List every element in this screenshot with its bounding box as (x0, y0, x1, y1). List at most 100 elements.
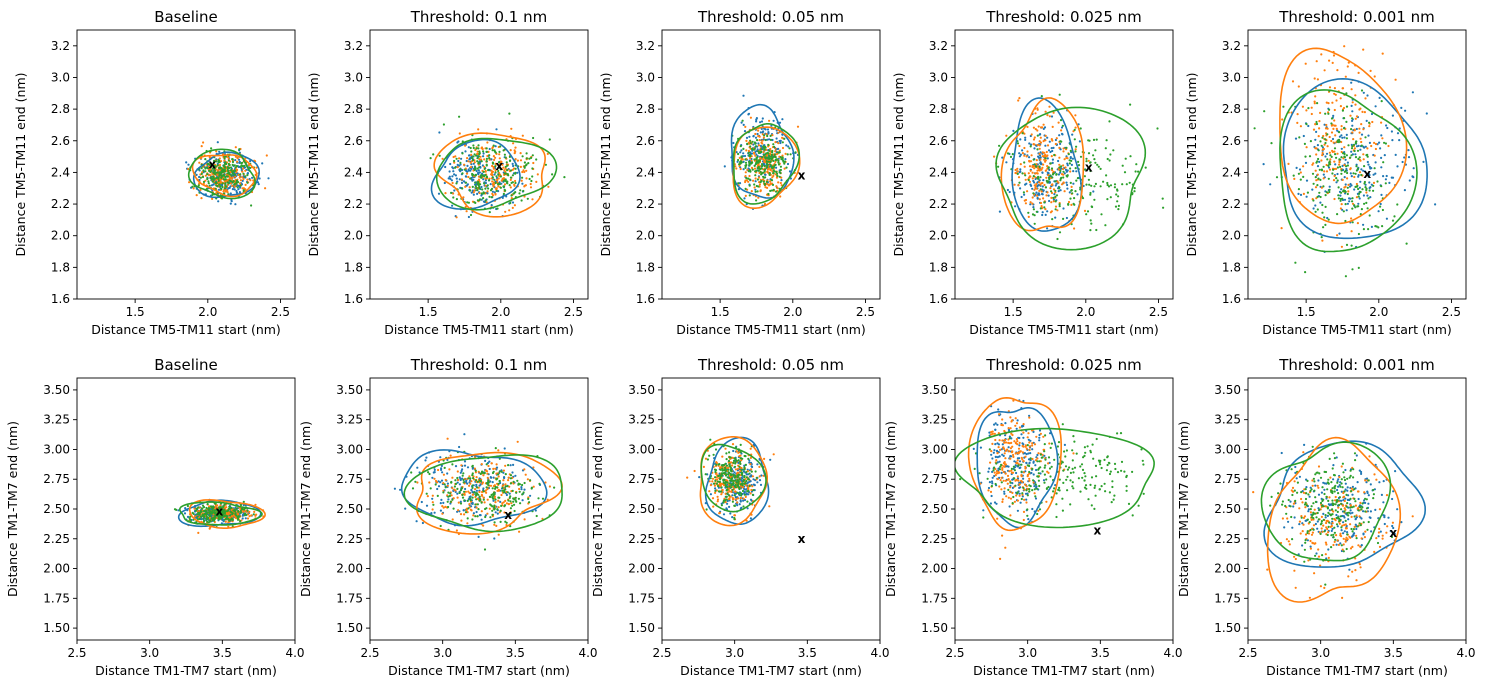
data-point-blue (460, 181, 464, 184)
data-point-orange (514, 158, 517, 161)
data-point-orange (451, 476, 454, 479)
data-point-green (1037, 175, 1040, 178)
data-point-orange (1047, 174, 1050, 177)
data-point-green (213, 509, 216, 512)
data-point-green (1121, 164, 1124, 167)
data-point-green (498, 480, 501, 483)
data-point-blue (234, 203, 237, 206)
data-point-green (1316, 208, 1319, 211)
data-point-orange (1313, 100, 1316, 103)
data-point-blue (460, 157, 463, 160)
data-point-green (764, 156, 767, 159)
data-point-blue (1062, 207, 1065, 210)
data-point-green (1021, 132, 1024, 135)
data-point-green (754, 190, 757, 193)
data-point-orange (1029, 201, 1032, 204)
data-point-orange (1042, 197, 1045, 200)
data-point-green (451, 498, 454, 501)
data-point-green (492, 144, 495, 147)
data-point-blue (482, 155, 485, 158)
data-point-green (212, 161, 215, 164)
data-point-green (1089, 219, 1092, 222)
data-point-blue (752, 478, 755, 481)
data-point-orange (1018, 97, 1021, 100)
data-point-green (203, 515, 206, 518)
data-point-blue (453, 189, 456, 192)
data-point-green (461, 496, 465, 499)
data-point-green (1036, 134, 1039, 137)
data-point-blue (998, 210, 1002, 213)
x-tick-label: 2.5 (271, 305, 290, 319)
data-point-orange (1360, 123, 1363, 126)
data-point-orange (1371, 120, 1374, 124)
data-point-green (249, 166, 252, 170)
data-point-orange (481, 481, 484, 484)
data-point-green (1357, 187, 1360, 191)
data-point-blue (1060, 132, 1064, 135)
data-point-green (754, 163, 758, 166)
data-point-green (1077, 160, 1080, 163)
data-point-green (1114, 205, 1118, 208)
data-point-green (1326, 133, 1329, 136)
data-point-orange (1350, 88, 1353, 91)
data-point-green (501, 489, 504, 492)
data-point-green (767, 156, 770, 160)
data-point-green (1327, 164, 1330, 167)
data-point-green (1345, 120, 1348, 123)
data-point-blue (488, 460, 491, 463)
data-point-orange (759, 156, 762, 160)
data-point-green (232, 180, 235, 183)
data-point-blue (1041, 213, 1044, 217)
data-point-green (454, 482, 458, 485)
data-point-green (478, 479, 481, 482)
data-point-green (240, 162, 243, 165)
data-point-green (471, 185, 474, 188)
data-point-green (476, 486, 479, 489)
data-point-green (1355, 169, 1358, 172)
data-point-green (209, 520, 212, 523)
data-point-orange (241, 187, 244, 190)
data-point-orange (456, 470, 459, 473)
data-point-orange (1343, 146, 1346, 149)
y-tick-label: 1.75 (43, 591, 70, 605)
data-point-green (508, 112, 511, 115)
data-point-blue (184, 507, 187, 510)
data-point-green (1344, 169, 1347, 172)
subplot-title: Baseline (154, 356, 218, 374)
data-point-green (228, 166, 231, 170)
data-point-blue (523, 488, 526, 491)
data-point-green (1117, 204, 1120, 207)
data-point-orange (504, 483, 507, 486)
x-axis-label: Distance TM1-TM7 start (nm) (388, 663, 570, 678)
data-point-blue (231, 188, 234, 191)
data-point-blue (1039, 133, 1042, 136)
data-point-orange (244, 169, 247, 172)
data-point-orange (1310, 106, 1313, 109)
data-point-green (226, 172, 229, 175)
data-point-orange (1325, 101, 1328, 104)
data-point-orange (1352, 138, 1355, 141)
data-point-blue (1304, 161, 1308, 164)
data-point-orange (1340, 128, 1343, 131)
data-point-orange (1027, 172, 1030, 175)
data-point-orange (468, 475, 471, 478)
data-point-blue (1343, 198, 1347, 201)
data-point-blue (1072, 170, 1075, 173)
data-point-green (469, 497, 472, 500)
y-tick-label: 3.2 (929, 39, 948, 53)
data-point-green (222, 173, 225, 176)
data-point-green (492, 492, 495, 495)
data-point-orange (442, 506, 445, 509)
data-point-green (1097, 165, 1100, 168)
data-point-blue (238, 151, 241, 154)
data-point-blue (503, 447, 506, 450)
data-point-green (774, 163, 777, 166)
data-point-green (1081, 197, 1085, 200)
data-point-green (1354, 206, 1357, 209)
y-tick-label: 1.75 (336, 591, 363, 605)
data-point-blue (187, 163, 190, 166)
data-point-blue (779, 141, 782, 145)
data-point-green (453, 485, 456, 488)
data-point-green (475, 154, 478, 157)
data-point-orange (1038, 152, 1041, 155)
